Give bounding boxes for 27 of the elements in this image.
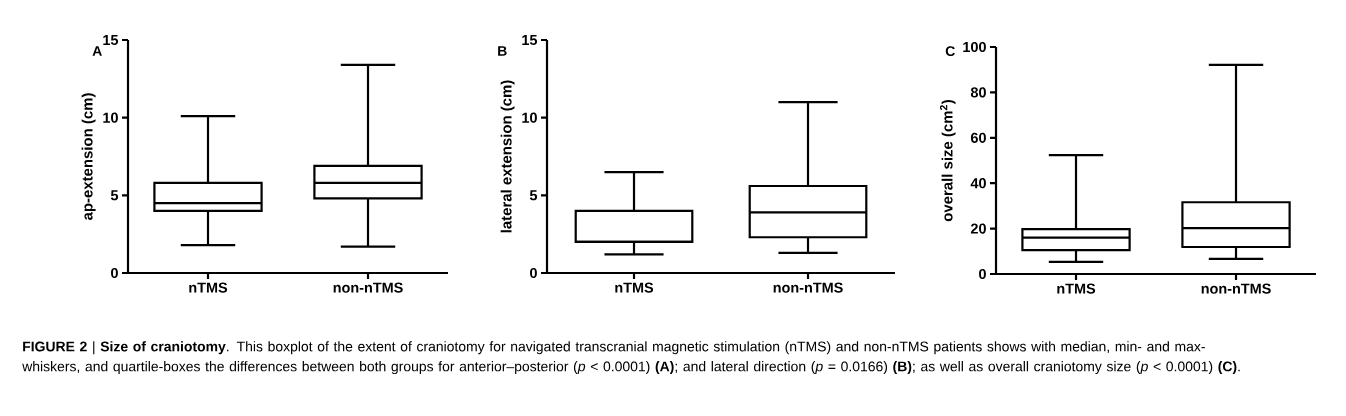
chart-title: C xyxy=(945,46,955,57)
y-tick-label: 0 xyxy=(111,267,118,279)
y-tick-label: 80 xyxy=(970,87,986,98)
x-tick-label: non-nTMS xyxy=(1201,283,1271,294)
y-axis-title: ap-extension (cm) xyxy=(81,93,96,220)
text: FIGURE 2 | Size of craniotomy. This boxplot of the extent of craniotomy for navigated transcranial magnetic stimulation (nTMS) and non-nTMS patients shows with median, min- and max-whiskers, and quartile-boxes the differences between both groups for anterior–posterior (p < 0.0001) (A); and lateral direction (p = 0.0166) (B); as well as overall craniotomy size (p < 0.0001) (C). xyxy=(22,341,1240,375)
y-tick-label: 0 xyxy=(979,268,986,280)
x-tick-label: non-nTMS xyxy=(773,282,843,293)
x-tick-label: nTMS xyxy=(1057,283,1096,294)
y-tick-label: 10 xyxy=(103,112,118,123)
chart-title: A xyxy=(92,46,102,56)
x-tick-label: nTMS xyxy=(615,282,654,293)
y-tick-label: 100 xyxy=(963,41,986,53)
y-tick-label: 5 xyxy=(529,190,538,201)
y-tick-label: 10 xyxy=(522,112,537,123)
y-tick-label: 15 xyxy=(522,34,538,46)
y-tick-label: 0 xyxy=(530,267,537,279)
y-tick-label: 5 xyxy=(110,190,119,201)
x-tick-label: non-nTMS xyxy=(333,282,403,293)
y-axis-title: lateral extension (cm) xyxy=(500,80,515,233)
x-tick-label: nTMS xyxy=(189,282,228,293)
y-axis-title: overall size (cm$^{2}$) xyxy=(939,99,956,222)
y-tick-label: 15 xyxy=(103,34,119,46)
y-tick-label: 60 xyxy=(970,132,986,143)
y-tick-label: 20 xyxy=(970,223,986,234)
chart-title: B xyxy=(498,46,507,56)
y-tick-label: 40 xyxy=(970,178,986,189)
